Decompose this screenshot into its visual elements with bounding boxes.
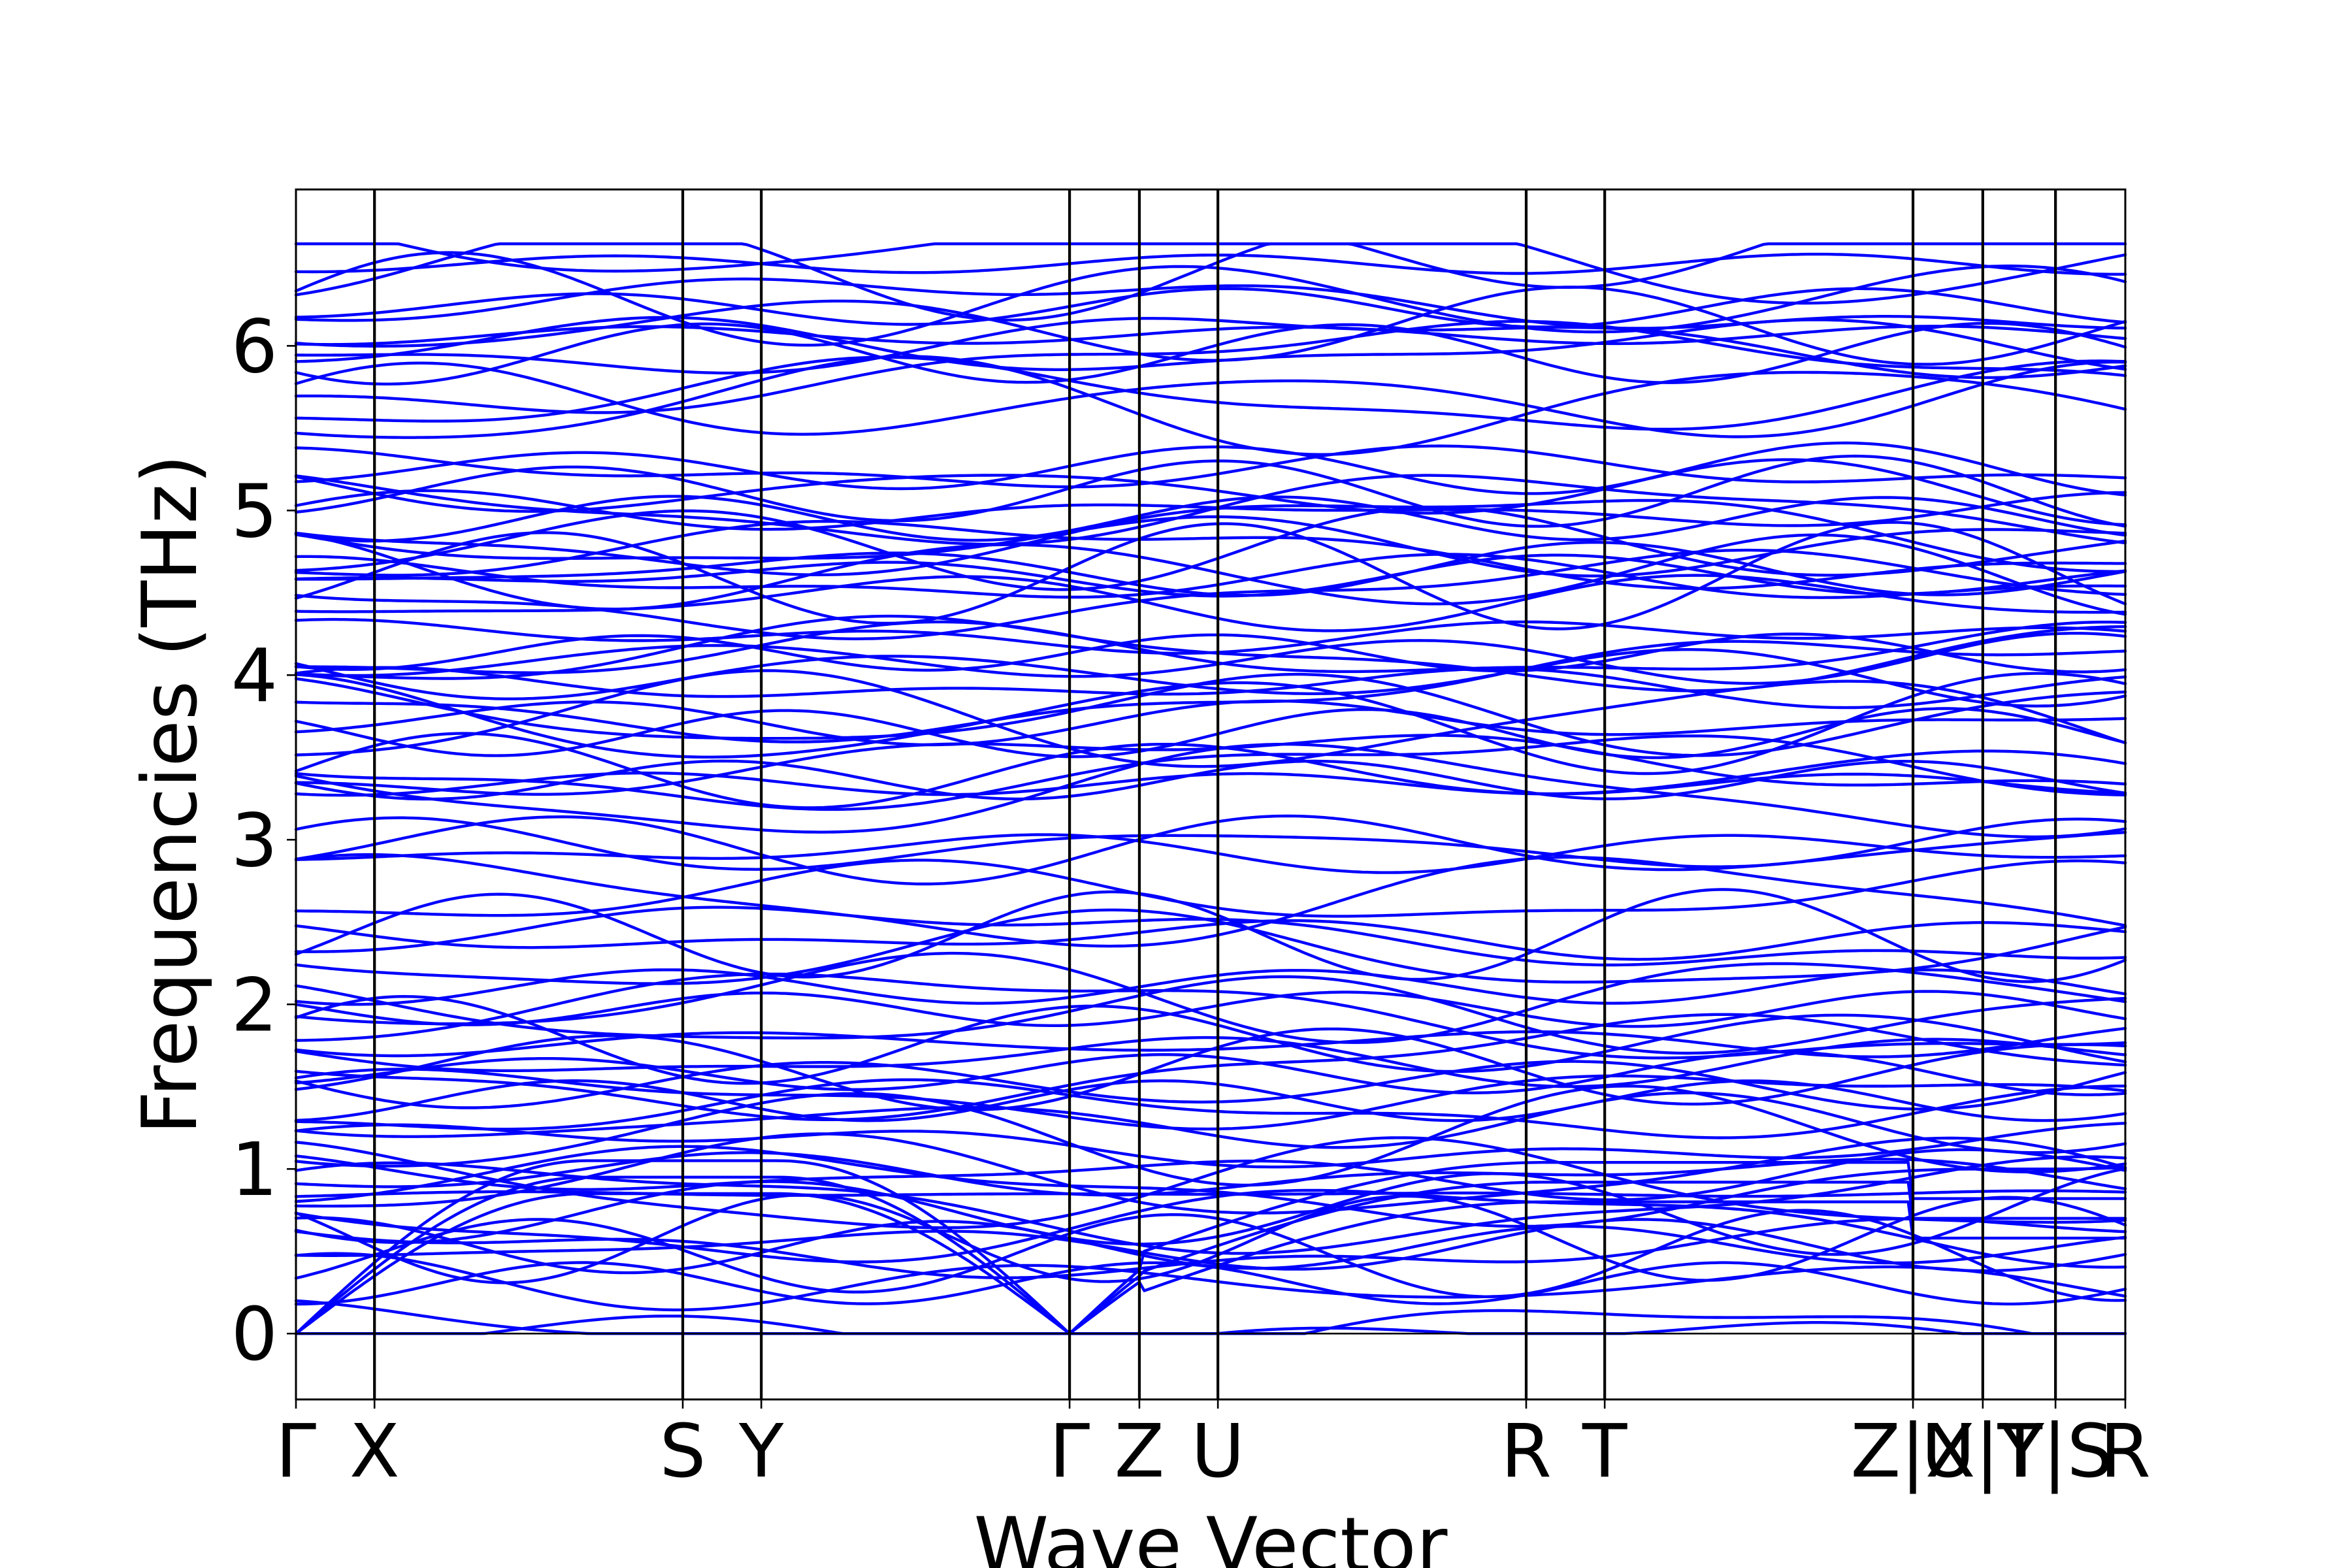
y-tick-label: 0 [231,1292,278,1377]
x-tick-label: U [1191,1409,1245,1494]
band-line [294,242,2127,322]
band-line [294,325,2127,346]
x-tick-label: Z|X [1850,1409,1975,1494]
band-line [294,699,2127,747]
band-line [294,1068,2127,1131]
y-tick-label: 4 [231,634,278,719]
band-line [294,632,2127,685]
x-tick-label: U|Y [1921,1409,2045,1494]
y-axis-label: Frequencies (THz) [126,455,214,1135]
x-tick-label: X [350,1409,400,1494]
band-line [294,355,2127,456]
y-tick-label: 2 [231,963,278,1048]
x-axis: Γ X S Y Γ Z U R T Z|XU|YT|SR [276,1399,2151,1494]
band-line [294,277,2127,330]
band-line [294,1299,2127,1335]
band-line [294,906,2127,967]
band-line [294,574,2127,632]
band-line [294,458,2127,527]
y-tick-label: 1 [231,1128,278,1213]
y-axis: 0 1 2 3 4 5 6 [231,304,296,1377]
band-line [294,1078,2127,1139]
x-tick-label: T [1582,1409,1627,1494]
band-line [294,361,2127,438]
band-line [294,474,2127,546]
band-line [294,286,2127,366]
band-line [294,519,2127,590]
high-symmetry-lines [373,189,2057,1399]
y-tick-label: 6 [231,304,278,389]
band-line [294,972,2127,1060]
band-line [294,1315,2127,1335]
band-line [294,833,2127,874]
band-line [294,252,2127,276]
band-line [294,548,2127,640]
band-line [294,1027,2127,1111]
band-line [294,908,2127,985]
y-tick-label: 3 [231,798,278,883]
x-axis-label: Wave Vector [974,1501,1448,1568]
x-tick-label: S [660,1409,706,1494]
x-tick-label: R [2100,1409,2151,1494]
band-line [294,734,2127,796]
band-line [294,990,2127,1028]
band-line [294,242,2127,289]
y-tick-label: 5 [231,469,278,554]
band-line [294,853,2127,948]
band-line [294,617,2127,655]
band-line [294,251,2127,347]
band-line [294,1209,2127,1302]
phonon-bands [294,242,2127,1335]
band-line [294,287,2127,329]
band-line [294,441,2127,497]
band-line [294,858,2127,918]
x-tick-label: Γ [276,1409,316,1494]
x-tick-label: Y [738,1409,784,1494]
x-tick-label: Z [1115,1409,1165,1494]
band-line [294,1145,2127,1228]
band-line [294,814,2127,886]
band-line [294,672,2127,776]
plot-area-frame [295,188,2127,1401]
band-line [294,734,2127,811]
band-line [294,919,2127,961]
band-line [294,454,2127,528]
band-line [294,1218,2127,1273]
band-line [294,319,2127,414]
x-tick-label: R [1501,1409,1552,1494]
band-line [294,355,2127,431]
band-line [294,632,2127,674]
band-line [294,975,2127,1055]
band-line [294,951,2127,1044]
x-tick-label: Γ [1049,1409,1090,1494]
band-line [294,506,2127,591]
x-tick-label: T|S [1997,1409,2114,1494]
